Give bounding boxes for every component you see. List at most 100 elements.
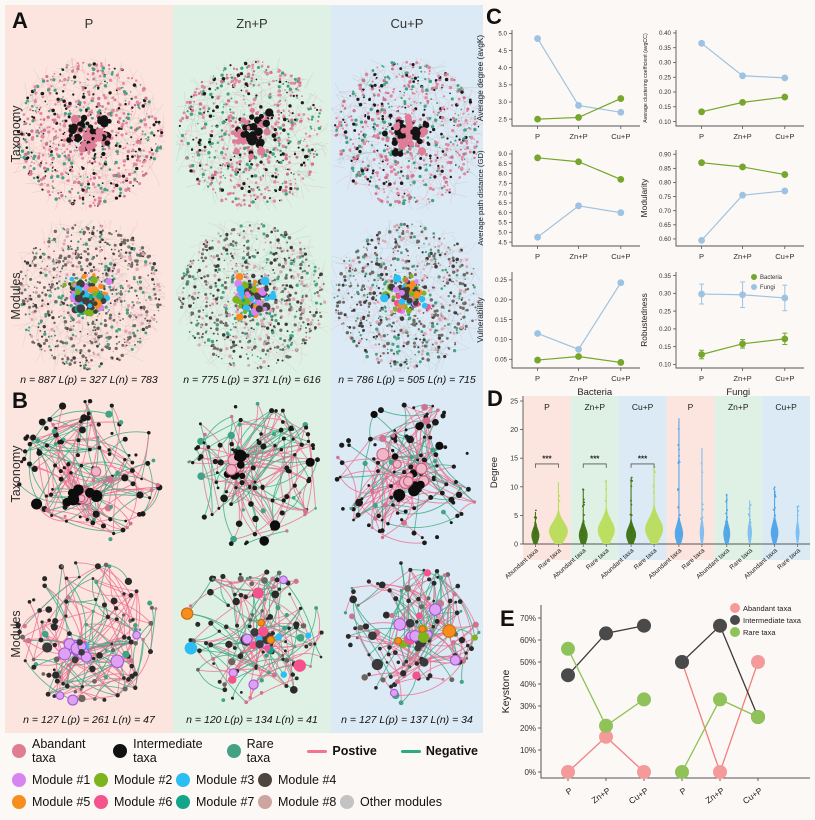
panel-e-label: E (500, 606, 515, 631)
legend-item-intermediate-taxa: Intermediate taxa (113, 737, 203, 765)
svg-text:3.5: 3.5 (498, 82, 507, 89)
postive-edge-swatch (307, 749, 328, 753)
svg-text:Zn+P: Zn+P (704, 785, 727, 805)
svg-text:Cu+P: Cu+P (775, 402, 797, 412)
svg-text:Rare taxa: Rare taxa (743, 628, 776, 637)
svg-text:0.25: 0.25 (495, 277, 508, 284)
plot-average-degree: 2.5 3.0 3.5 4.0 4.5 5.0 P Zn+P Cu+P Average degre… (475, 30, 640, 141)
svg-text:7.0: 7.0 (498, 190, 507, 197)
network-b-taxonomy-cup (331, 398, 483, 550)
svg-text:Zn+P: Zn+P (733, 132, 751, 141)
column-title-p: P (84, 16, 94, 31)
network-a-taxonomy-znp (176, 58, 328, 210)
svg-text:P: P (535, 132, 540, 141)
svg-text:Cu+P: Cu+P (775, 374, 794, 383)
stats-b-znp: n = 120 L(p) = 134 L(n) = 41 (186, 714, 318, 726)
svg-text:Modularity: Modularity (639, 178, 649, 217)
legend-item-module-3: Module #3 (176, 773, 258, 787)
network-a-taxonomy-p (13, 58, 165, 210)
module-3-swatch (176, 773, 190, 787)
svg-text:0.90: 0.90 (659, 151, 672, 158)
svg-text:Average degree (avgK): Average degree (avgK) (475, 35, 485, 122)
column-title-znp: Zn+P (236, 16, 268, 31)
svg-text:***: *** (638, 454, 648, 463)
svg-text:Cu+P: Cu+P (611, 132, 630, 141)
svg-text:0.25: 0.25 (659, 74, 672, 81)
svg-text:Abundant taxa: Abundant taxa (504, 547, 540, 581)
svg-text:P: P (699, 374, 704, 383)
legend-item-module-1: Module #1 (12, 773, 94, 787)
row-label-b-modules: Modules (9, 610, 23, 658)
legend-label: Other modules (360, 795, 442, 809)
row-label-a-modules: Modules (9, 272, 23, 320)
module-8-swatch (258, 795, 272, 809)
legend-label: Postive (332, 744, 377, 758)
svg-text:Cu+P: Cu+P (775, 132, 794, 141)
svg-text:P: P (535, 252, 540, 261)
svg-text:8.0: 8.0 (498, 171, 507, 178)
svg-text:15: 15 (510, 456, 518, 463)
plot-modularity: 0.60 0.65 0.70 0.75 0.80 0.85 0.90 P Zn+P Cu+P Mod… (639, 150, 804, 261)
intermediate-taxa-swatch (113, 744, 128, 758)
svg-text:P: P (564, 785, 575, 797)
svg-text:6.0: 6.0 (498, 210, 507, 217)
row-label-b-taxonomy: Taxonomy (9, 445, 23, 503)
svg-text:P: P (699, 132, 704, 141)
svg-text:8.5: 8.5 (498, 161, 507, 168)
plot-vulnerability: 0.05 0.10 0.15 0.20 0.25 P Zn+P Cu+P Vulnerabili… (475, 272, 640, 383)
module-5-swatch (12, 795, 26, 809)
svg-text:0: 0 (514, 542, 518, 549)
legend-label: Module #3 (196, 773, 255, 787)
svg-text:0.40: 0.40 (659, 30, 672, 37)
network-a-taxonomy-cup (331, 58, 483, 210)
legend-item-rare-taxa: Rare taxa (226, 737, 284, 765)
svg-text:Vulnerability: Vulnerability (475, 297, 485, 343)
svg-text:Degree: Degree (489, 457, 500, 488)
svg-text:4.5: 4.5 (498, 48, 507, 55)
svg-text:Zn+P: Zn+P (584, 402, 605, 412)
svg-text:7.5: 7.5 (498, 181, 507, 188)
network-a-modules-p (13, 220, 165, 372)
network-b-modules-cup (331, 558, 483, 710)
svg-text:0.20: 0.20 (495, 297, 508, 304)
network-b-modules-znp (176, 558, 328, 710)
legend-label: Module #2 (114, 773, 173, 787)
legend-item-module-4: Module #4 (258, 773, 340, 787)
legend-item-module-8: Module #8 (258, 795, 340, 809)
svg-text:0.30: 0.30 (659, 60, 672, 67)
svg-text:6.5: 6.5 (498, 200, 507, 207)
network-b-modules-p (13, 558, 165, 710)
other-modules-swatch (340, 795, 354, 809)
svg-text:P: P (688, 402, 694, 412)
svg-text:Robustedness: Robustedness (639, 293, 649, 347)
svg-text:10: 10 (510, 484, 518, 491)
svg-text:Cu+P: Cu+P (627, 785, 651, 806)
svg-text:10%: 10% (520, 746, 536, 755)
module-4-swatch (258, 773, 272, 787)
module-1-swatch (12, 773, 26, 787)
svg-text:0.85: 0.85 (659, 166, 672, 173)
svg-text:0%: 0% (524, 768, 536, 777)
plot-average-clustering: 0.10 0.15 0.20 0.25 0.30 0.35 0.40 P Zn+P Cu+P Ave… (643, 30, 804, 141)
svg-text:60%: 60% (520, 636, 536, 645)
legend-item-module-2: Module #2 (94, 773, 176, 787)
svg-text:Cu+P: Cu+P (775, 252, 794, 261)
network-b-taxonomy-p (13, 398, 165, 550)
svg-text:5.0: 5.0 (498, 31, 507, 38)
svg-text:P: P (699, 252, 704, 261)
svg-text:Zn+P: Zn+P (569, 252, 587, 261)
column-title-cup: Cu+P (390, 16, 424, 31)
svg-text:Cu+P: Cu+P (611, 252, 630, 261)
svg-text:Fungi: Fungi (726, 388, 750, 398)
svg-text:0.65: 0.65 (659, 222, 672, 229)
svg-text:P: P (678, 785, 689, 797)
svg-text:0.15: 0.15 (659, 344, 672, 351)
svg-text:40%: 40% (520, 680, 536, 689)
legend-label: Rare taxa (246, 737, 274, 765)
svg-text:70%: 70% (520, 614, 536, 623)
network-a-modules-cup (331, 220, 483, 372)
legend-label: Module #7 (196, 795, 255, 809)
svg-text:0.35: 0.35 (659, 45, 672, 52)
svg-text:0.15: 0.15 (659, 104, 672, 111)
legend-item-module-5: Module #5 (12, 795, 94, 809)
